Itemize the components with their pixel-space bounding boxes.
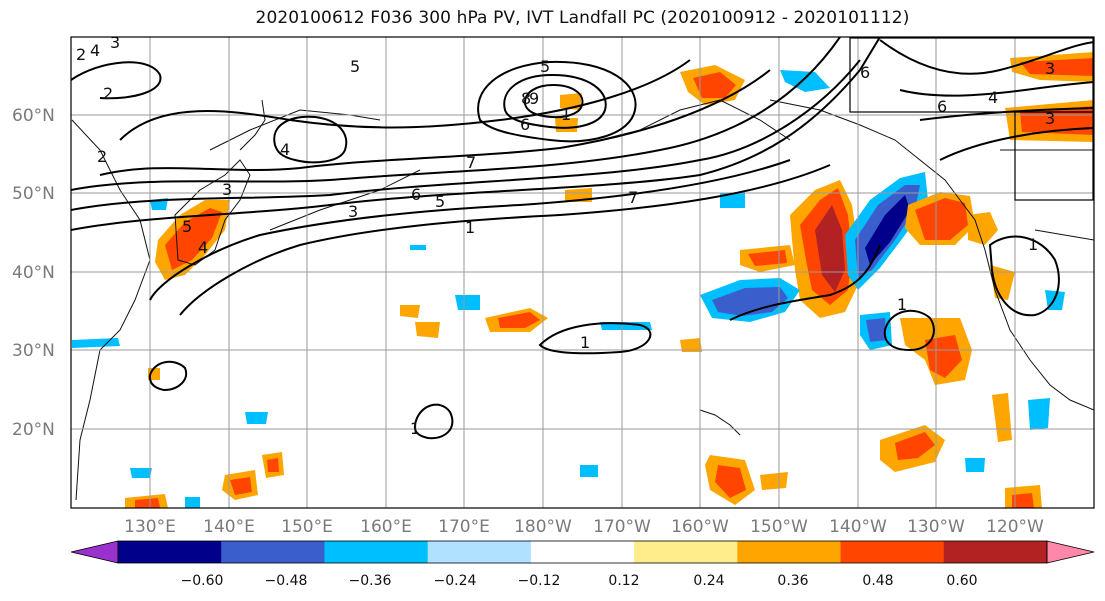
colorbar-tick-label: −0.36	[349, 573, 392, 589]
colorbar-tick-label: 0.24	[693, 573, 724, 589]
contour-label: 1	[410, 419, 420, 438]
colorbar	[70, 540, 1095, 564]
contour-label: 6	[411, 185, 421, 204]
lon-label: 180°W	[514, 517, 572, 537]
colorbar-tick-label: 0.48	[862, 573, 893, 589]
colorbar-tick-label: −0.60	[181, 573, 224, 589]
contour-label: 1	[465, 218, 475, 237]
lon-label: 160°E	[360, 517, 412, 537]
contour-label: 1	[897, 295, 907, 314]
colorbar-tick-label: 0.36	[777, 573, 808, 589]
contour-label: 2	[76, 45, 86, 64]
contour-label: 4	[90, 41, 100, 60]
contour-label: 4	[280, 140, 290, 159]
contour-label: 1	[561, 105, 571, 124]
colorbar-segment	[840, 541, 945, 563]
colorbar-tick-label: −0.12	[518, 573, 561, 589]
longitude-labels: 130°E 140°E 150°E 160°E 170°E 180°W 170°…	[124, 517, 1044, 537]
contour-label: 6	[860, 63, 870, 82]
contour-label: 6	[520, 115, 530, 134]
contour-label: 9	[529, 89, 539, 108]
graticule	[71, 37, 1094, 508]
contour-label: 5	[540, 57, 550, 76]
contour-label: 1	[580, 333, 590, 352]
contour-label: 5	[435, 192, 445, 211]
colorbar-extension-low	[70, 540, 119, 564]
contour-label: 7	[628, 188, 638, 207]
contour-label: 1	[1028, 235, 1038, 254]
colorbar-tick-label: −0.24	[434, 573, 477, 589]
region-outlines	[849, 37, 1094, 201]
contour-label: 4	[198, 238, 208, 257]
pv-contours	[71, 37, 1094, 440]
colorbar-segment	[737, 541, 842, 563]
map-title: 2020100612 F036 300 hPa PV, IVT Landfall…	[255, 8, 910, 28]
colorbar-tick-label: −0.48	[265, 573, 308, 589]
contour-label: 5	[182, 217, 192, 236]
colorbar-segment	[634, 541, 738, 563]
lon-label: 150°W	[750, 517, 808, 537]
lon-label: 140°W	[829, 517, 887, 537]
lon-label: 160°W	[671, 517, 729, 537]
colorbar-tick-label: 0.60	[946, 573, 977, 589]
contour-label: 3	[1045, 109, 1055, 128]
colorbar-tick-labels: −0.60 −0.48 −0.36 −0.24 −0.12 0.12 0.24 …	[181, 573, 978, 589]
colorbar-segment	[324, 541, 429, 563]
lon-label: 150°E	[281, 517, 333, 537]
colorbar-tick-label: 0.12	[608, 573, 639, 589]
lon-label: 120°W	[986, 517, 1044, 537]
contour-label: 3	[222, 180, 232, 199]
lon-label: 170°W	[593, 517, 651, 537]
colorbar-segment	[943, 541, 1048, 563]
lat-label: 40°N	[12, 263, 55, 283]
contour-label: 2	[97, 147, 107, 166]
contour-label: 2	[103, 84, 113, 103]
latitude-labels: 60°N 50°N 40°N 30°N 20°N	[12, 106, 55, 440]
contour-label: 7	[466, 153, 476, 172]
contour-label: 3	[348, 202, 358, 221]
colorbar-segment	[118, 541, 222, 563]
lon-label: 140°E	[203, 517, 255, 537]
lon-label: 130°W	[907, 517, 965, 537]
contour-label: 3	[1045, 59, 1055, 78]
colorbar-segment	[530, 541, 635, 563]
contour-label: 4	[988, 88, 998, 107]
lon-label: 170°E	[438, 517, 490, 537]
lat-label: 50°N	[12, 184, 55, 204]
contour-label: 8	[521, 89, 531, 108]
lat-label: 20°N	[12, 420, 55, 440]
contour-label: 3	[110, 33, 120, 52]
pv-contour-labels: 1 2 3 4 5 6 7 8 9 1 2 3 4 5 6 7 1 1 1 1 …	[76, 33, 1055, 438]
colorbar-segment	[427, 541, 532, 563]
contour-label: 5	[350, 57, 360, 76]
lon-label: 130°E	[124, 517, 176, 537]
colorbar-extension-high	[1046, 540, 1095, 564]
colorbar-border	[117, 540, 1048, 564]
contour-label: 6	[937, 97, 947, 116]
lat-label: 30°N	[12, 341, 55, 361]
plot-border	[70, 36, 1095, 509]
lat-label: 60°N	[12, 106, 55, 126]
colorbar-segment	[221, 541, 325, 563]
